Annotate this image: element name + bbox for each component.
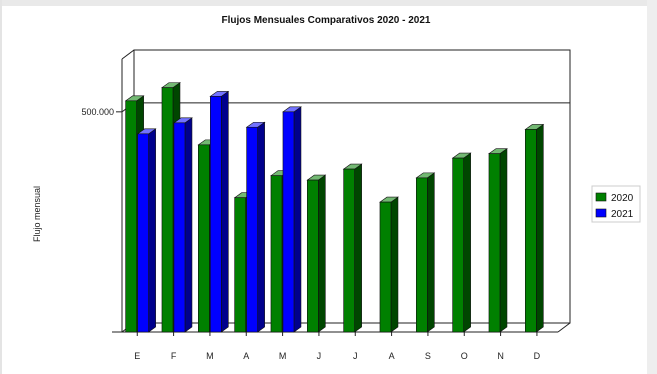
bar-front-face xyxy=(234,197,246,333)
bar-side-face xyxy=(390,196,399,333)
left-wall-top-edge xyxy=(121,49,135,60)
bar-2021 xyxy=(209,90,230,333)
bar-side-face xyxy=(184,117,193,333)
floor-right-edge xyxy=(557,322,571,333)
x-tick-label: F xyxy=(171,351,177,361)
y-tick-label: 500.000 xyxy=(81,107,114,117)
bar-side-face xyxy=(535,123,544,333)
bar-front-face xyxy=(524,129,537,333)
bar-front-face xyxy=(415,177,428,333)
bar-side-face xyxy=(354,163,362,333)
bar-front-face xyxy=(452,157,464,333)
bar-front-face xyxy=(379,201,392,333)
bar-2020 xyxy=(379,196,399,333)
window-top-border xyxy=(0,0,657,6)
bar-2020 xyxy=(415,172,436,333)
bar-2020 xyxy=(524,123,545,333)
bar-front-face xyxy=(173,122,186,333)
legend-label-2021: 2021 xyxy=(611,209,634,220)
legend-swatch-2020 xyxy=(595,192,607,202)
x-tick-label: M xyxy=(206,351,214,361)
bar-front-face xyxy=(198,144,210,333)
bar-side-face xyxy=(426,172,435,333)
bar-front-face xyxy=(282,111,295,333)
x-tick-label: J xyxy=(317,351,322,361)
x-tick-label: N xyxy=(497,351,504,361)
bar-side-face xyxy=(148,128,156,333)
y-axis-label: Flujo mensual xyxy=(32,186,42,242)
bar-front-face xyxy=(343,168,355,333)
bar-side-face xyxy=(257,121,265,333)
bar-side-face xyxy=(463,152,471,333)
bar-2020 xyxy=(451,152,472,333)
legend: 2020 2021 xyxy=(591,185,641,223)
bar-front-face xyxy=(270,175,283,333)
x-tick-label: S xyxy=(425,351,431,361)
bar-front-face xyxy=(488,153,501,333)
bar-series xyxy=(124,82,545,333)
bar-front-face xyxy=(306,179,319,333)
x-tick-label: D xyxy=(534,351,541,361)
bar-front-face xyxy=(246,126,258,333)
x-tick-label: M xyxy=(279,351,287,361)
bar-front-face xyxy=(210,96,222,333)
legend-label-2020: 2020 xyxy=(611,193,634,204)
bar-front-face xyxy=(125,100,137,333)
bar-2020 xyxy=(342,163,363,333)
x-tick-label: A xyxy=(243,351,249,361)
legend-swatch-2021 xyxy=(595,208,607,218)
bar-side-face xyxy=(317,174,326,333)
bar-side-face xyxy=(499,148,508,333)
bar-2020 xyxy=(306,174,327,333)
y-axis-ticks: 500.000 xyxy=(81,102,570,117)
bar-2020 xyxy=(488,148,508,333)
bar-2021 xyxy=(136,128,157,333)
bar-2021 xyxy=(173,117,193,333)
bar-side-face xyxy=(293,106,302,333)
chart-title: Flujos Mensuales Comparativos 2020 - 202… xyxy=(222,15,431,26)
bar-front-face xyxy=(137,133,149,333)
bar-front-face xyxy=(161,87,174,333)
x-tick-label: J xyxy=(353,351,358,361)
x-tick-label: A xyxy=(389,351,395,361)
window-left-border xyxy=(0,0,2,374)
bar-2021 xyxy=(282,106,302,333)
window-right-border xyxy=(647,0,657,374)
bar-2021 xyxy=(245,121,266,333)
x-tick-label: E xyxy=(134,351,140,361)
x-tick-label: O xyxy=(461,351,468,361)
bar-side-face xyxy=(221,90,229,333)
